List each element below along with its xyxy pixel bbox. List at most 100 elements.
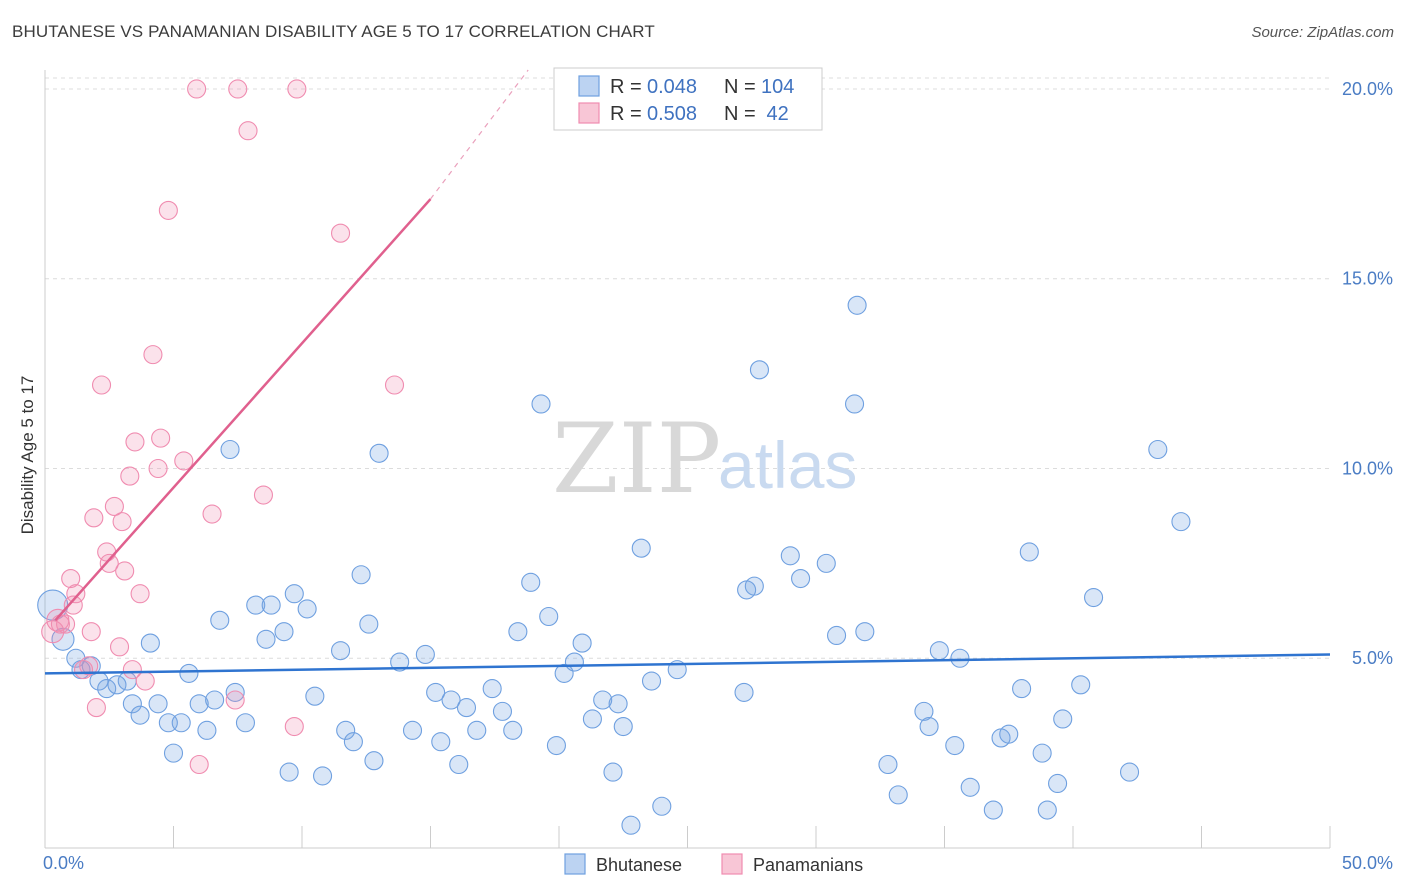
- y-tick-label-0: 5.0%: [1352, 648, 1393, 668]
- bhutanese-point-38: [364, 751, 384, 771]
- bhutanese-point-48: [467, 720, 487, 740]
- panamanian-point-3: [56, 614, 76, 634]
- bhutanese-point-32: [313, 766, 333, 786]
- bhutanese-point-91: [999, 724, 1019, 744]
- bhutanese-point-9: [122, 694, 142, 714]
- legend-n-value-2: 42: [761, 103, 789, 125]
- bhutanese-point-62: [603, 762, 623, 782]
- bhutanese-point-50: [492, 701, 513, 721]
- bhutanese-point-102: [1171, 512, 1191, 532]
- legend-r-label-2: R =: [610, 103, 642, 125]
- bhutanese-point-87: [950, 648, 970, 668]
- bhutanese-point-17: [189, 694, 209, 714]
- bhutanese-point-36: [351, 565, 371, 585]
- x-tick-label-0: 0.0%: [43, 853, 84, 873]
- bhutanese-point-100: [1119, 762, 1140, 782]
- panamanian-point-0: [41, 620, 65, 644]
- bhutanese-point-45: [441, 690, 461, 710]
- y-tick-labels: 5.0% 10.0% 15.0% 20.0%: [1342, 79, 1393, 668]
- panamanian-point-14: [99, 553, 119, 573]
- legend-swatch-pink: [578, 102, 600, 124]
- panamanian-point-27: [158, 200, 178, 220]
- bhutanese-point-40: [390, 652, 410, 672]
- y-axis-title: Disability Age 5 to 17: [18, 376, 37, 535]
- bhutanese-point-47: [456, 698, 477, 718]
- bhutanese-point-29: [284, 584, 304, 604]
- panamanian-point-35: [253, 485, 274, 505]
- panamanian-point-8: [79, 656, 99, 676]
- legend-swatch-blue: [578, 75, 600, 97]
- bhutanese-point-68: [652, 796, 672, 816]
- bhutanese-point-19: [205, 690, 225, 710]
- panamanian-trend-extension: [430, 69, 529, 200]
- panamanian-point-18: [115, 561, 135, 581]
- bhutanese-point-88: [960, 777, 980, 797]
- bhutanese-point-30: [297, 599, 317, 619]
- legend-r-value-1: 0.048: [647, 76, 697, 98]
- panamanian-point-29: [187, 79, 207, 99]
- grid: [45, 77, 1330, 659]
- bhutanese-point-41: [402, 720, 423, 740]
- panamanian-point-28: [174, 451, 194, 471]
- bhutanese-point-10: [130, 705, 150, 725]
- bhutanese-point-79: [847, 295, 867, 315]
- panamanian-point-31: [202, 504, 222, 524]
- bhutanese-point-12: [148, 694, 168, 714]
- bhutanese-point-26: [261, 595, 281, 615]
- bhutanese-point-11: [140, 633, 160, 653]
- bhutanese-point-56: [546, 735, 566, 756]
- axes: [44, 70, 1331, 849]
- trend-lines: [44, 69, 1331, 675]
- bhutanese-point-74: [780, 546, 800, 566]
- bhutanese-point-81: [878, 754, 898, 775]
- panamanian-point-11: [86, 698, 106, 718]
- bhutanese-point-34: [336, 720, 356, 740]
- legend-n-label-1: N =: [724, 76, 756, 98]
- bhutanese-point-14: [163, 743, 184, 763]
- bhutanese-point-58: [564, 652, 584, 672]
- bhutanese-point-95: [1037, 800, 1057, 820]
- panamanian-point-20: [122, 660, 142, 680]
- panamanian-point-38: [330, 223, 351, 243]
- bhutanese-point-18: [197, 720, 217, 740]
- bhutanese-point-86: [945, 735, 965, 756]
- bhutanese-point-84: [919, 717, 939, 737]
- bhutanese-point-15: [171, 713, 191, 733]
- bhutanese-point-59: [572, 633, 592, 653]
- bhutanese-point-51: [503, 720, 523, 740]
- panamanian-point-24: [143, 345, 163, 365]
- bhutanese-point-101: [1148, 439, 1168, 460]
- bhutanese-point-55: [539, 606, 559, 627]
- bottom-legend-label-panamanians: Panamanians: [753, 855, 863, 875]
- bhutanese-point-66: [631, 538, 651, 558]
- bhutanese-point-20: [210, 610, 230, 630]
- bhutanese-point-52: [508, 622, 528, 642]
- bhutanese-point-75: [791, 568, 811, 589]
- bhutanese-point-33: [330, 641, 351, 661]
- bhutanese-point-7: [107, 675, 127, 695]
- bhutanese-point-37: [359, 614, 379, 634]
- y-tick-label-3: 20.0%: [1342, 79, 1393, 99]
- bhutanese-point-72: [744, 576, 764, 596]
- bhutanese-point-60: [582, 709, 602, 729]
- series-legend: Bhutanese Panamanians: [564, 853, 863, 875]
- panamanian-point-5: [63, 595, 83, 615]
- panamanian-point-21: [125, 432, 145, 452]
- panamanian-point-16: [109, 637, 130, 657]
- panamanian-point-23: [135, 671, 155, 691]
- bhutanese-point-27: [274, 622, 294, 642]
- panamanian-point-15: [104, 496, 124, 516]
- panamanian-point-22: [130, 584, 150, 604]
- bhutanese-point-43: [426, 682, 446, 702]
- bhutanese-point-16: [179, 663, 199, 683]
- bhutanese-point-64: [613, 717, 633, 737]
- bhutanese-point-53: [521, 572, 541, 592]
- bhutanese-point-25: [256, 629, 276, 649]
- panamanian-point-26: [151, 428, 171, 448]
- bhutanese-point-98: [1071, 675, 1091, 695]
- bhutanese-point-82: [888, 785, 908, 805]
- bhutanese-point-42: [415, 644, 435, 664]
- bhutanese-trend-line: [44, 653, 1331, 675]
- bhutanese-point-61: [593, 690, 613, 710]
- watermark-atlas: atlas: [718, 428, 857, 502]
